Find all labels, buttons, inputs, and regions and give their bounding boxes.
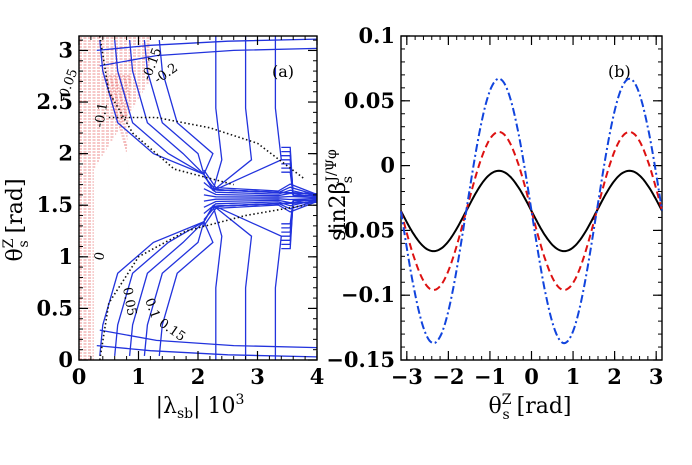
contour-label: 0 [92,251,108,262]
contour-line [99,47,318,67]
x-tick-label-a: 2 [191,364,206,389]
plot-frame-a [78,35,318,361]
x-tick-label-b: 1 [566,364,581,389]
x-tick-label-a: 4 [310,364,325,389]
contour-label: -0.1 [92,101,111,128]
panel-label-b: (b) [608,62,631,81]
dotted-boundary-line [108,116,306,181]
y-tick-label-b: 0.05 [344,88,395,113]
contour-line [203,200,318,221]
contour-line [203,175,318,196]
contour-line [203,194,318,199]
y-tick-label-a: 3 [58,37,73,62]
x-tick-label-b: −1 [474,364,506,389]
contour-line [212,204,253,360]
contour-line [203,199,318,215]
contour-line [212,205,223,360]
series-dashed [400,130,663,292]
contour-line [128,201,318,356]
contour-line [99,329,318,349]
y-axis-label-b: sin2βJ/Ψφs [324,149,356,241]
series-solid [400,169,663,253]
x-tick-label-a: 3 [250,364,265,389]
panel-label-a: (a) [272,62,294,81]
y-tick-label-a: 1 [58,244,73,269]
y-tick-label-b: 0 [380,153,395,178]
contour-line [203,181,318,197]
y-tick-label-a: 2.5 [36,89,73,114]
x-axis-label-a: |λsb| 103 [156,392,245,422]
excluded-region [79,37,151,360]
contour-label: 0.1 [141,296,162,321]
contour-line [203,197,318,202]
contour-line [96,38,318,52]
series-dash-dot [400,77,663,345]
axis-ticks-b: −3 −2 −1 0 1 2 3 −0.15 −0.1 −0.05 0 0.05 0.1 [326,23,663,389]
y-tick-label-b: 0.1 [358,23,395,48]
dotted-boundary-line [99,35,234,186]
contour-line [281,199,317,250]
y-tick-label-a: 0 [58,347,73,372]
contour-line [281,146,317,197]
plot-frame-b [400,35,663,361]
dotted-boundary [99,35,306,361]
contour-line [96,344,318,358]
series-lines [400,77,663,345]
contour-line [203,188,318,198]
x-tick-label-a: 1 [131,364,146,389]
x-tick-label-b: 3 [649,364,664,389]
contour-lines [96,36,318,360]
x-axis-label-b: θZ s [rad] [488,392,571,423]
contour-label: -0.05 [56,67,81,103]
x-tick-label-b: 2 [607,364,622,389]
x-tick-label-b: −3 [391,364,423,389]
y-tick-label-b: −0.05 [326,217,395,242]
y-tick-label-a: 0.5 [36,295,73,320]
y-tick-label-b: −0.1 [341,282,395,307]
panel-a: 0 1 2 3 400.511.522.53 (a) -0.05 -0.1 -0.15 … [1,35,324,422]
y-axis-label-a: θZs [rad] [1,178,32,261]
x-tick-label-a: 0 [72,364,87,389]
y-tick-label-a: 1.5 [36,192,73,217]
contour-line [212,36,223,191]
panel-b: −3 −2 −1 0 1 2 3 −0.15 −0.1 −0.05 0 0.05 0.1 (b) θZ s… [324,23,663,423]
contour-line [212,36,253,192]
y-tick-label-a: 2 [58,141,73,166]
axis-ticks-a: 0 1 2 3 4 0 0.5 1 1.5 2 2.5 3 [36,36,324,389]
x-tick-label-b: −2 [432,364,464,389]
contour-line [212,36,282,192]
contour-line [203,198,318,208]
contour-label: 0.05 [119,286,139,317]
contour-line [212,204,282,360]
y-tick-label-b: −0.15 [326,347,395,372]
contour-line [203,169,318,196]
contour-line [203,200,318,227]
x-tick-label-b: 0 [524,364,539,389]
